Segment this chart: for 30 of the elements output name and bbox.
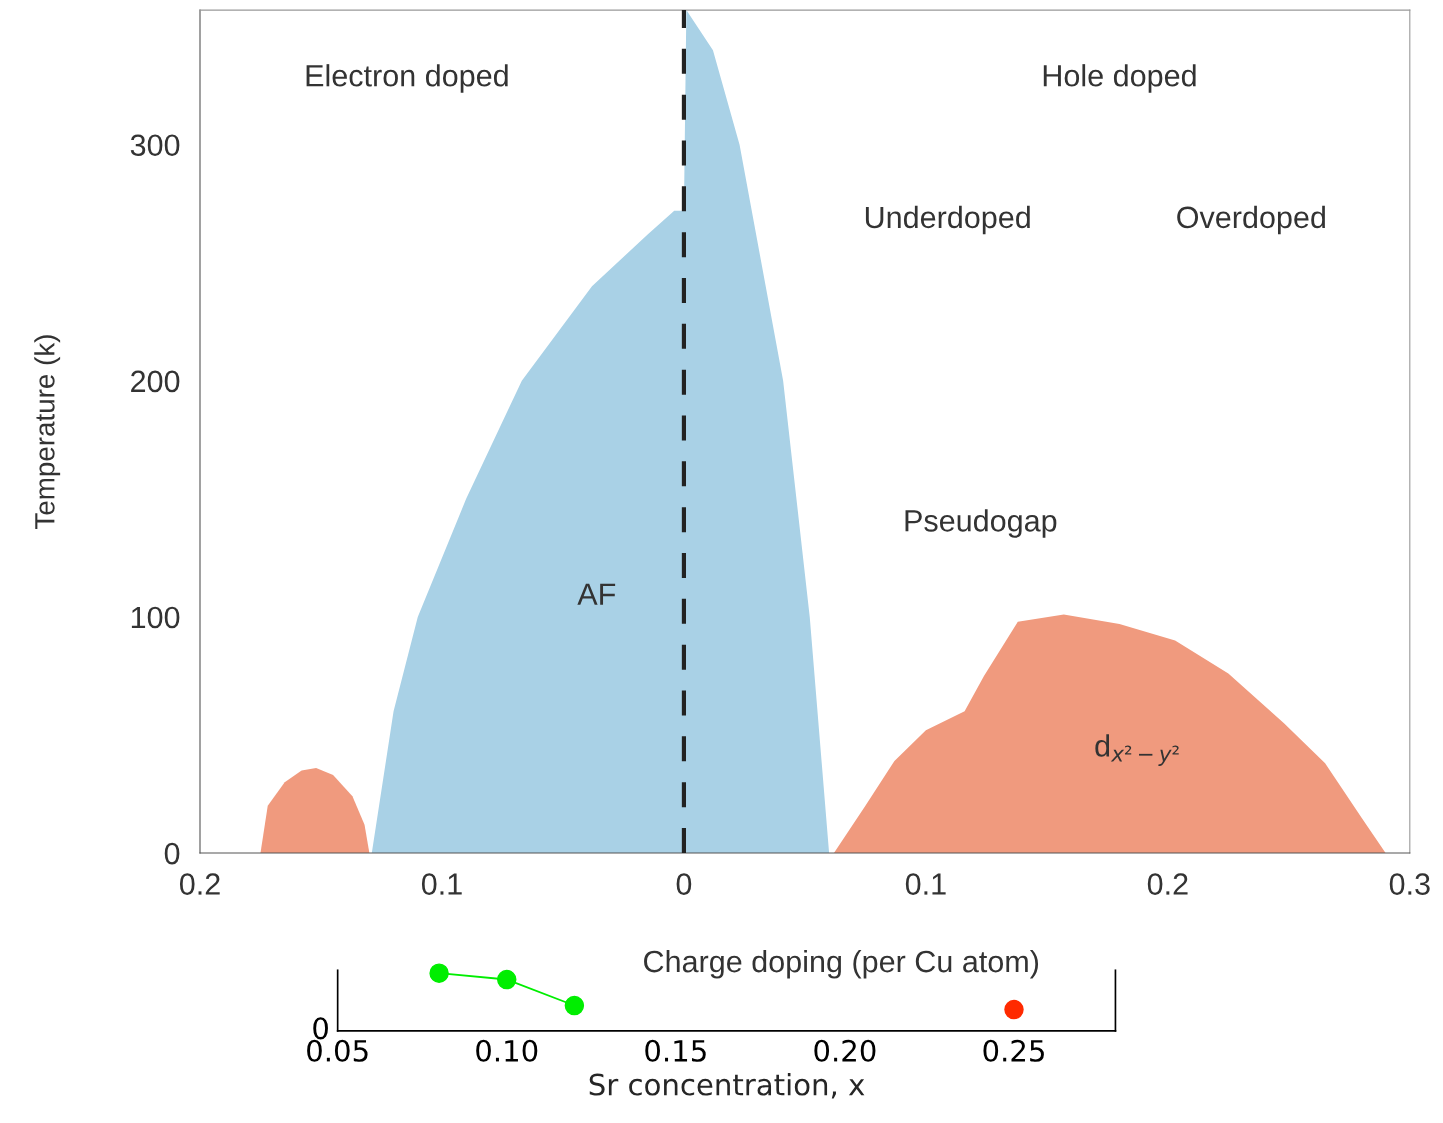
point (429, 963, 449, 983)
annotation: AF (577, 583, 616, 605)
point (1004, 999, 1024, 1020)
annotation: Overdoped (1177, 205, 1325, 235)
x-tick-label: 0 (676, 873, 692, 895)
x-tick-label: 0.25 (983, 1039, 1044, 1062)
y-tick-label: 0 (164, 842, 180, 865)
annotation: d$_{x²−y²}$ (1095, 734, 1179, 766)
x-tick-label: 0.20 (814, 1039, 876, 1062)
x-axis-title: Sr concentration, x (589, 1073, 865, 1099)
annotation: Hole doped (1043, 64, 1196, 93)
text: 0 (313, 1017, 328, 1040)
x-axis-title: Charge doping (per Cu atom) (644, 949, 1039, 979)
annotation: Underdoped (865, 205, 1030, 235)
x-tick-label: 0.15 (645, 1039, 706, 1062)
x-tick-label: 0.10 (476, 1039, 538, 1062)
y-tick-label: 200 (131, 370, 180, 393)
y-tick-label: 100 (131, 606, 180, 629)
x-tick-label: 0.1 (421, 873, 462, 895)
y-tick-label: 300 (130, 134, 180, 157)
x-tick-label: 0.1 (905, 873, 946, 895)
point (564, 995, 585, 1016)
x-tick-label: 0.2 (179, 873, 220, 895)
point (497, 969, 517, 990)
x-tick-label: 0.05 (307, 1039, 368, 1062)
x-tick-label: 0.2 (1147, 873, 1188, 895)
y-axis-title: Temperature (k) (34, 335, 61, 529)
annotation: Electron doped (306, 64, 508, 93)
x-tick-label: 0.3 (1389, 873, 1430, 895)
annotation: Pseudogap (905, 509, 1057, 538)
